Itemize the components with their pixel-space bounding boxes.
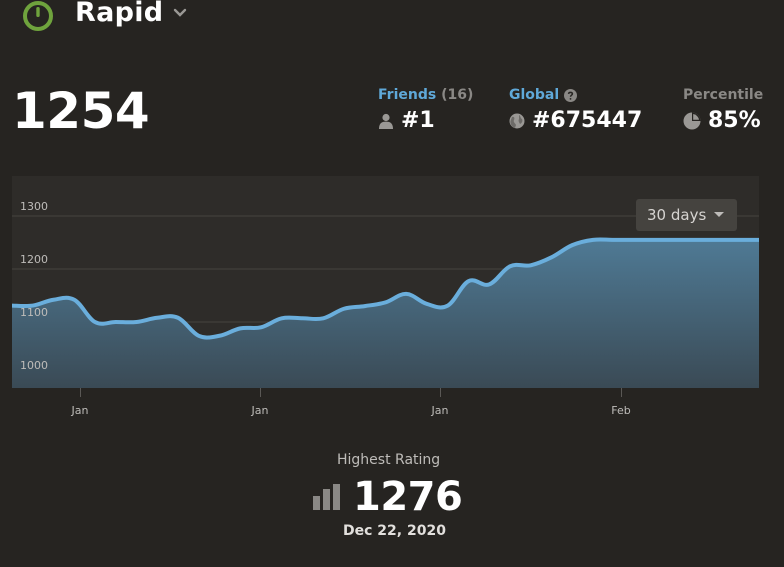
chevron-down-icon[interactable] bbox=[173, 3, 187, 22]
period-select[interactable]: 30 days bbox=[636, 199, 737, 231]
percentile-label: Percentile bbox=[683, 87, 764, 103]
x-tick-label: Jan bbox=[431, 404, 449, 417]
x-tick-label: Jan bbox=[71, 404, 89, 417]
friends-label[interactable]: Friends (16) bbox=[378, 87, 473, 103]
mode-title[interactable]: Rapid bbox=[75, 0, 164, 28]
friends-stat[interactable]: Friends (16) #1 bbox=[378, 87, 473, 133]
globe-icon bbox=[509, 113, 525, 128]
global-label[interactable]: Global bbox=[509, 87, 560, 103]
stopwatch-icon bbox=[22, 0, 54, 32]
y-tick-label: 1000 bbox=[20, 359, 48, 372]
period-select-value: 30 days bbox=[647, 206, 707, 224]
pie-icon bbox=[683, 112, 701, 129]
highest-rating-label: Highest Rating bbox=[337, 452, 441, 468]
rating-chart-svg: 1000 1100 1200 1300 bbox=[12, 200, 759, 388]
global-rank: #675447 bbox=[532, 108, 643, 133]
percentile-value: 85% bbox=[708, 108, 761, 133]
x-tick-label: Feb bbox=[611, 404, 631, 417]
y-tick-label: 1100 bbox=[20, 306, 48, 319]
y-tick-label: 1300 bbox=[20, 200, 48, 213]
x-tick bbox=[260, 388, 261, 397]
friends-label-text[interactable]: Friends bbox=[378, 87, 437, 103]
percentile-stat: Percentile 85% bbox=[683, 87, 763, 133]
header: Rapid bbox=[22, 0, 187, 34]
x-tick bbox=[80, 388, 81, 397]
x-tick bbox=[440, 388, 441, 397]
bar-chart-icon bbox=[313, 484, 340, 510]
highest-rating-date: Dec 22, 2020 bbox=[343, 523, 446, 539]
rating-chart: 1000 1100 1200 1300 30 days bbox=[12, 176, 759, 388]
global-stat[interactable]: Global #675447 bbox=[509, 87, 642, 133]
x-tick-label: Jan bbox=[251, 404, 269, 417]
highest-rating-value: 1276 bbox=[353, 474, 463, 520]
user-icon bbox=[379, 113, 393, 129]
current-rating: 1254 bbox=[12, 82, 150, 140]
x-axis: Jan Jan Jan Feb bbox=[0, 388, 784, 418]
rating-area bbox=[12, 239, 759, 388]
friends-rank: #1 bbox=[401, 108, 435, 133]
y-tick-label: 1200 bbox=[20, 253, 48, 266]
caret-down-icon bbox=[714, 212, 724, 217]
x-tick bbox=[621, 388, 622, 397]
question-icon[interactable] bbox=[564, 88, 578, 102]
rating-line bbox=[12, 237, 759, 340]
friends-count: (16) bbox=[441, 87, 474, 103]
